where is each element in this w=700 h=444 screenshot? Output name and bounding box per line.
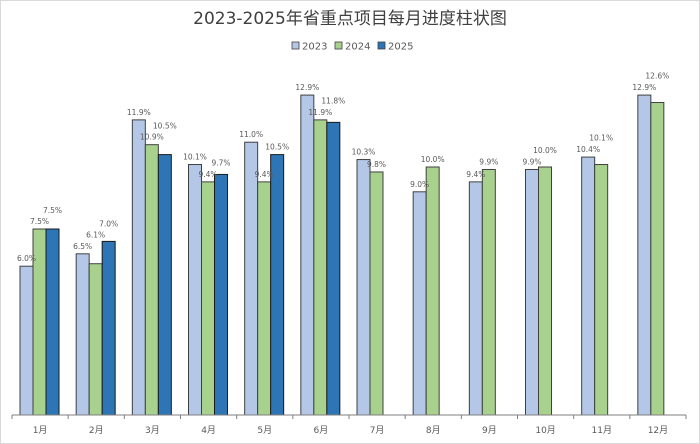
chart-title: 2023-2025年省重点项目每月进度柱状图 [193, 9, 507, 29]
data-label-2024-8月: 10.0% [421, 155, 445, 164]
data-label-2025-4月: 9.7% [211, 158, 230, 167]
bar-2023-12月 [637, 94, 652, 416]
data-label-2024-12月: 12.6% [645, 72, 669, 81]
data-label-2023-10月: 9.9% [522, 157, 541, 166]
x-tick-label: 5月 [257, 425, 272, 436]
bar-2024-12月 [650, 102, 665, 416]
data-label-2024-11月: 10.1% [589, 134, 613, 143]
bar-2024-11月 [594, 164, 609, 416]
bar-2024-9月 [481, 168, 496, 416]
legend-label-2024: 2024 [345, 42, 370, 53]
x-tick-label: 10月 [535, 425, 555, 436]
data-label-2025-6月: 11.8% [321, 96, 345, 105]
x-tick-label: 7月 [370, 425, 385, 436]
bar-2023-9月 [468, 181, 483, 416]
data-label-2024-5月: 9.4% [255, 170, 274, 179]
bar-2023-2月 [75, 253, 90, 416]
bar-2025-3月 [157, 154, 172, 416]
x-tick-label: 12月 [648, 425, 668, 436]
x-tick-label: 1月 [33, 425, 48, 436]
legend-label-2023: 2023 [302, 42, 327, 53]
data-label-2024-3月: 10.9% [140, 133, 164, 142]
data-label-2023-3月: 11.9% [127, 108, 151, 117]
x-tick-label: 11月 [592, 425, 612, 436]
data-label-2024-7月: 9.8% [367, 160, 386, 169]
bar-2024-3月 [144, 144, 159, 416]
data-label-2025-3月: 10.5% [153, 122, 177, 131]
bar-2023-1月 [19, 265, 34, 416]
data-label-2024-9月: 9.9% [479, 157, 498, 166]
data-label-2024-6月: 11.9% [308, 108, 332, 117]
bar-2025-4月 [214, 173, 228, 416]
data-label-2024-2月: 6.1% [86, 231, 105, 240]
bar-2023-5月 [244, 141, 259, 416]
data-label-2023-7月: 10.3% [352, 148, 376, 157]
bar-2023-7月 [356, 159, 371, 416]
bar-2024-7月 [369, 171, 384, 416]
bar-2023-8月 [412, 191, 427, 416]
bar-2023-11月 [581, 156, 596, 416]
data-label-2025-5月: 10.5% [265, 143, 289, 152]
bar-2024-5月 [257, 181, 272, 416]
legend-swatch-2024 [334, 41, 343, 50]
data-label-2023-1月: 6.0% [17, 254, 36, 263]
data-label-2024-10月: 10.0% [533, 146, 557, 155]
data-label-2025-2月: 7.0% [99, 219, 118, 228]
bar-2023-3月 [131, 119, 146, 416]
x-tick-label: 2月 [89, 425, 104, 436]
legend-swatch-2025 [377, 41, 386, 50]
bars [19, 94, 665, 416]
bar-2025-5月 [270, 154, 285, 416]
legend-swatch-2023 [291, 41, 300, 50]
data-label-2023-5月: 11.0% [239, 130, 263, 139]
data-labels: 6.0%7.5%7.5%6.5%6.1%7.0%11.9%10.9%10.5%1… [17, 72, 669, 264]
x-tick-label: 9月 [482, 425, 497, 436]
data-label-2023-6月: 12.9% [295, 83, 319, 92]
data-label-2023-8月: 9.0% [410, 180, 429, 189]
bar-2025-6月 [326, 121, 341, 416]
data-label-2023-2月: 6.5% [73, 242, 92, 251]
bar-2024-8月 [425, 166, 440, 416]
x-tick-label: 4月 [201, 425, 216, 436]
data-label-2023-9月: 9.4% [466, 170, 485, 179]
x-tick-label: 3月 [145, 425, 160, 436]
bar-2024-6月 [313, 119, 328, 416]
bar-2024-2月 [88, 263, 103, 416]
legend-label-2025: 2025 [388, 42, 413, 53]
data-label-2025-1月: 7.5% [43, 206, 62, 215]
x-tick-label: 8月 [426, 425, 441, 436]
bar-2023-4月 [188, 164, 202, 416]
data-label-2024-1月: 7.5% [30, 217, 49, 226]
legend: 2023 2024 2025 [291, 41, 413, 53]
bar-2024-10月 [538, 166, 552, 416]
data-label-2023-4月: 10.1% [183, 153, 207, 162]
bar-2025-1月 [45, 228, 60, 416]
data-label-2023-11月: 10.4% [576, 145, 600, 154]
bar-2025-2月 [101, 240, 116, 416]
bar-2024-4月 [201, 181, 215, 416]
x-axis: 1月 2月 3月 4月 5月 6月 7月 8月 9月 10月 11月 12月 [11, 414, 687, 436]
bar-2023-6月 [300, 94, 315, 416]
data-label-2024-4月: 9.4% [198, 170, 217, 179]
x-tick-label: 6月 [314, 425, 329, 436]
data-label-2023-12月: 12.9% [632, 83, 656, 92]
bar-2023-10月 [525, 168, 539, 416]
